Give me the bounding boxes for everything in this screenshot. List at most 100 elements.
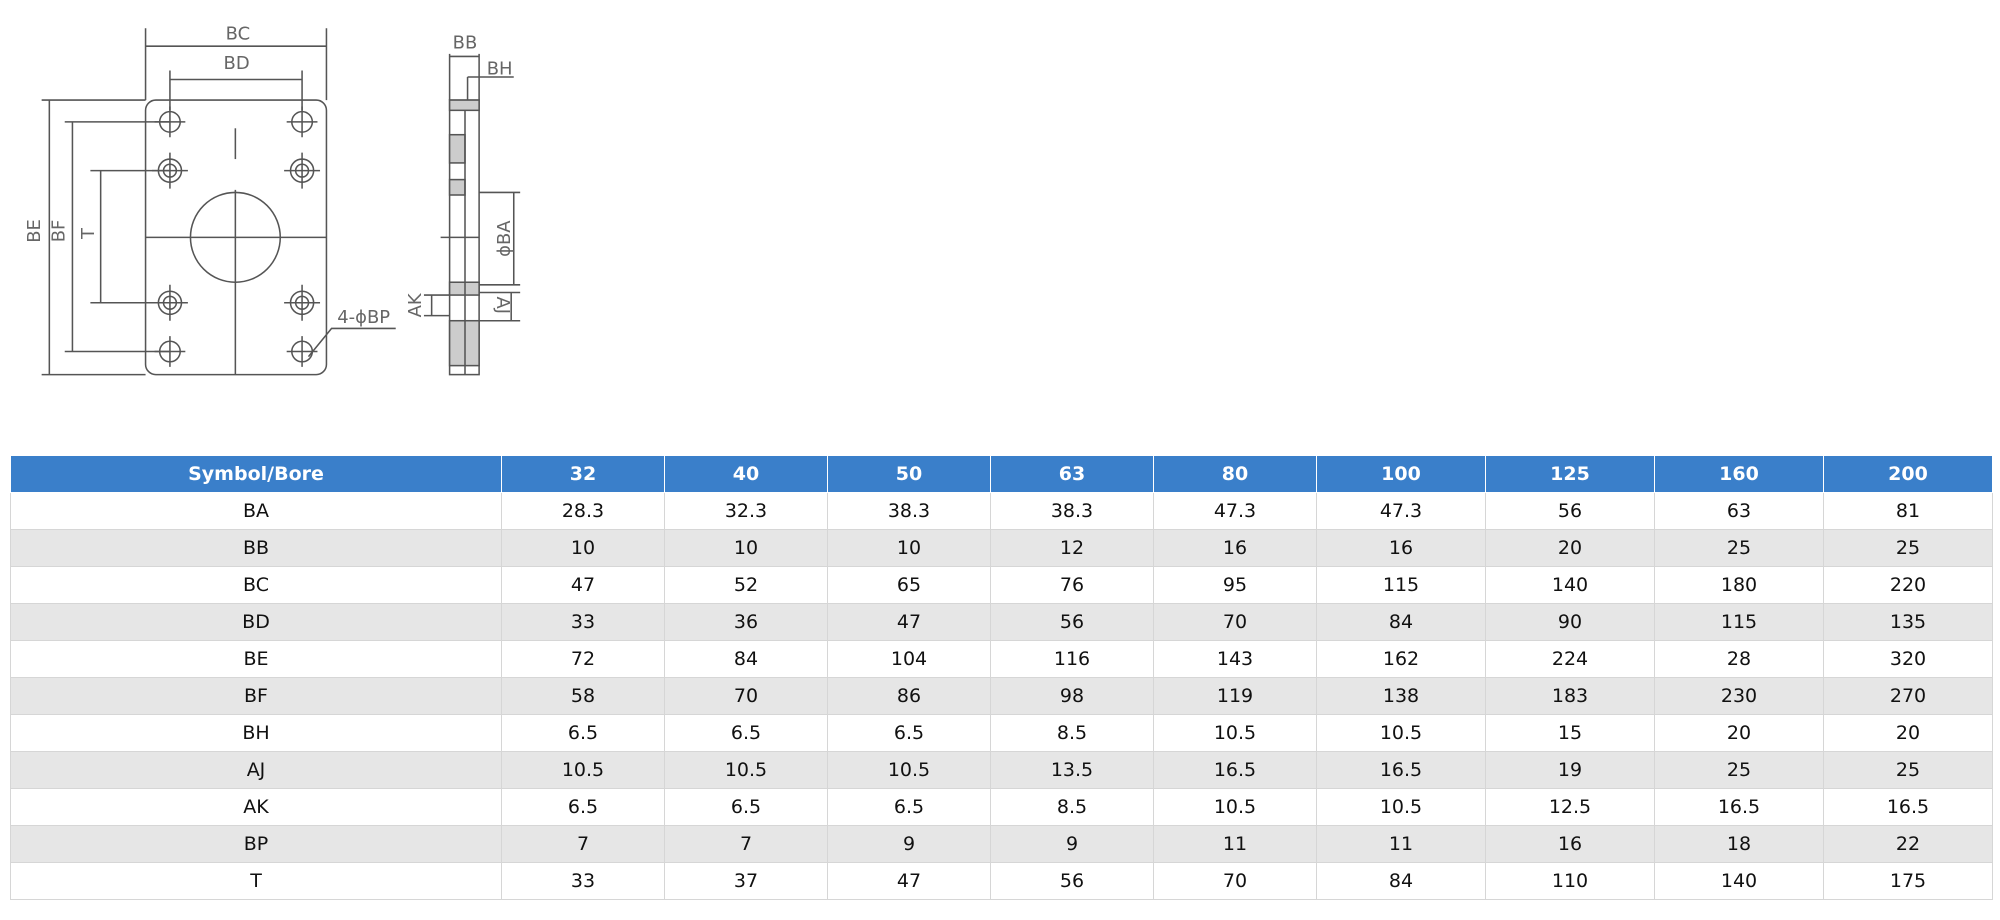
value-cell: 175 [1823, 862, 1993, 900]
header-cell: 160 [1654, 455, 1824, 493]
value-cell: 135 [1823, 603, 1993, 641]
value-cell: 110 [1485, 862, 1655, 900]
dimension-table: Symbol/Bore 32 40 50 63 80 100 125 160 200 BA 28.3… [10, 455, 1993, 900]
value-cell: 47.3 [1153, 492, 1317, 530]
value-cell: 12 [990, 529, 1154, 567]
dim-label: BD [224, 53, 250, 74]
header-cell: 125 [1485, 455, 1655, 493]
value-cell: 72 [501, 640, 665, 678]
value-cell: 270 [1823, 677, 1993, 715]
technical-drawing: BC BD BE BF T 4-ϕBP BB BH ϕBA AK AJ [24, 24, 521, 376]
table-row: BH 6.5 6.5 6.5 8.5 10.5 10.5 15 20 20 [10, 714, 1993, 752]
dim-label: AJ [492, 297, 513, 315]
value-cell: 56 [1485, 492, 1655, 530]
table-row: BA 28.3 32.3 38.3 38.3 47.3 47.3 56 63 81 [10, 492, 1993, 530]
value-cell: 10.5 [827, 751, 991, 789]
value-cell: 10.5 [1153, 714, 1317, 752]
dim-label: ϕBA [494, 220, 515, 257]
table-row: BE 72 84 104 116 143 162 224 28 320 [10, 640, 1993, 678]
value-cell: 140 [1485, 566, 1655, 604]
value-cell: 10.5 [1153, 788, 1317, 826]
dimension-lines [41, 28, 396, 376]
value-cell: 16.5 [1654, 788, 1824, 826]
value-cell: 13.5 [990, 751, 1154, 789]
value-cell: 56 [990, 603, 1154, 641]
table-row: BP 7 7 9 9 11 11 16 18 22 [10, 825, 1993, 863]
value-cell: 10 [664, 529, 828, 567]
value-cell: 224 [1485, 640, 1655, 678]
value-cell: 6.5 [664, 714, 828, 752]
header-row: Symbol/Bore 32 40 50 63 80 100 125 160 200 [10, 455, 1993, 493]
table-row: T 33 37 47 56 70 84 110 140 175 [10, 862, 1993, 900]
hatch [448, 99, 480, 112]
value-cell: 28 [1654, 640, 1824, 678]
value-cell: 70 [1153, 862, 1317, 900]
value-cell: 16.5 [1153, 751, 1317, 789]
symbol-cell: T [10, 862, 502, 900]
value-cell: 16.5 [1316, 751, 1486, 789]
value-cell: 15 [1485, 714, 1655, 752]
table-row: AK 6.5 6.5 6.5 8.5 10.5 10.5 12.5 16.5 16.5 [10, 788, 1993, 826]
value-cell: 6.5 [664, 788, 828, 826]
value-cell: 183 [1485, 677, 1655, 715]
value-cell: 90 [1485, 603, 1655, 641]
value-cell: 84 [1316, 603, 1486, 641]
value-cell: 10.5 [1316, 714, 1486, 752]
value-cell: 95 [1153, 566, 1317, 604]
value-cell: 104 [827, 640, 991, 678]
table-row: BB 10 10 10 12 16 16 20 25 25 [10, 529, 1993, 567]
value-cell: 81 [1823, 492, 1993, 530]
value-cell: 28.3 [501, 492, 665, 530]
symbol-cell: BH [10, 714, 502, 752]
value-cell: 84 [1316, 862, 1486, 900]
value-cell: 10.5 [664, 751, 828, 789]
value-cell: 33 [501, 862, 665, 900]
value-cell: 58 [501, 677, 665, 715]
value-cell: 65 [827, 566, 991, 604]
value-cell: 86 [827, 677, 991, 715]
symbol-cell: AK [10, 788, 502, 826]
header-cell: 32 [501, 455, 665, 493]
dim-label: BC [226, 24, 251, 45]
value-cell: 10 [501, 529, 665, 567]
value-cell: 47 [827, 862, 991, 900]
value-cell: 6.5 [501, 788, 665, 826]
value-cell: 10.5 [501, 751, 665, 789]
value-cell: 8.5 [990, 714, 1154, 752]
value-cell: 11 [1316, 825, 1486, 863]
value-cell: 32.3 [664, 492, 828, 530]
value-cell: 220 [1823, 566, 1993, 604]
value-cell: 10.5 [1316, 788, 1486, 826]
value-cell: 16 [1485, 825, 1655, 863]
value-cell: 6.5 [501, 714, 665, 752]
dim-label: BH [487, 58, 513, 79]
value-cell: 7 [664, 825, 828, 863]
value-cell: 37 [664, 862, 828, 900]
value-cell: 6.5 [827, 714, 991, 752]
value-cell: 8.5 [990, 788, 1154, 826]
value-cell: 18 [1654, 825, 1824, 863]
value-cell: 115 [1316, 566, 1486, 604]
dimension-lines [423, 53, 521, 375]
value-cell: 20 [1823, 714, 1993, 752]
value-cell: 47 [501, 566, 665, 604]
value-cell: 70 [1153, 603, 1317, 641]
dim-label: BF [49, 220, 70, 243]
dim-label: BB [453, 33, 478, 54]
value-cell: 9 [827, 825, 991, 863]
header-cell: 200 [1823, 455, 1993, 493]
value-cell: 98 [990, 677, 1154, 715]
value-cell: 25 [1654, 751, 1824, 789]
value-cell: 162 [1316, 640, 1486, 678]
dim-label: AK [405, 292, 426, 317]
value-cell: 16 [1316, 529, 1486, 567]
value-cell: 12.5 [1485, 788, 1655, 826]
table-row: BD 33 36 47 56 70 84 90 115 135 [10, 603, 1993, 641]
value-cell: 10 [827, 529, 991, 567]
dim-label: T [78, 227, 99, 240]
header-cell: 100 [1316, 455, 1486, 493]
header-cell: Symbol/Bore [10, 455, 502, 493]
table-body: BA 28.3 32.3 38.3 38.3 47.3 47.3 56 63 81 BB 10 10 10… [10, 492, 1993, 900]
value-cell: 6.5 [827, 788, 991, 826]
value-cell: 140 [1654, 862, 1824, 900]
